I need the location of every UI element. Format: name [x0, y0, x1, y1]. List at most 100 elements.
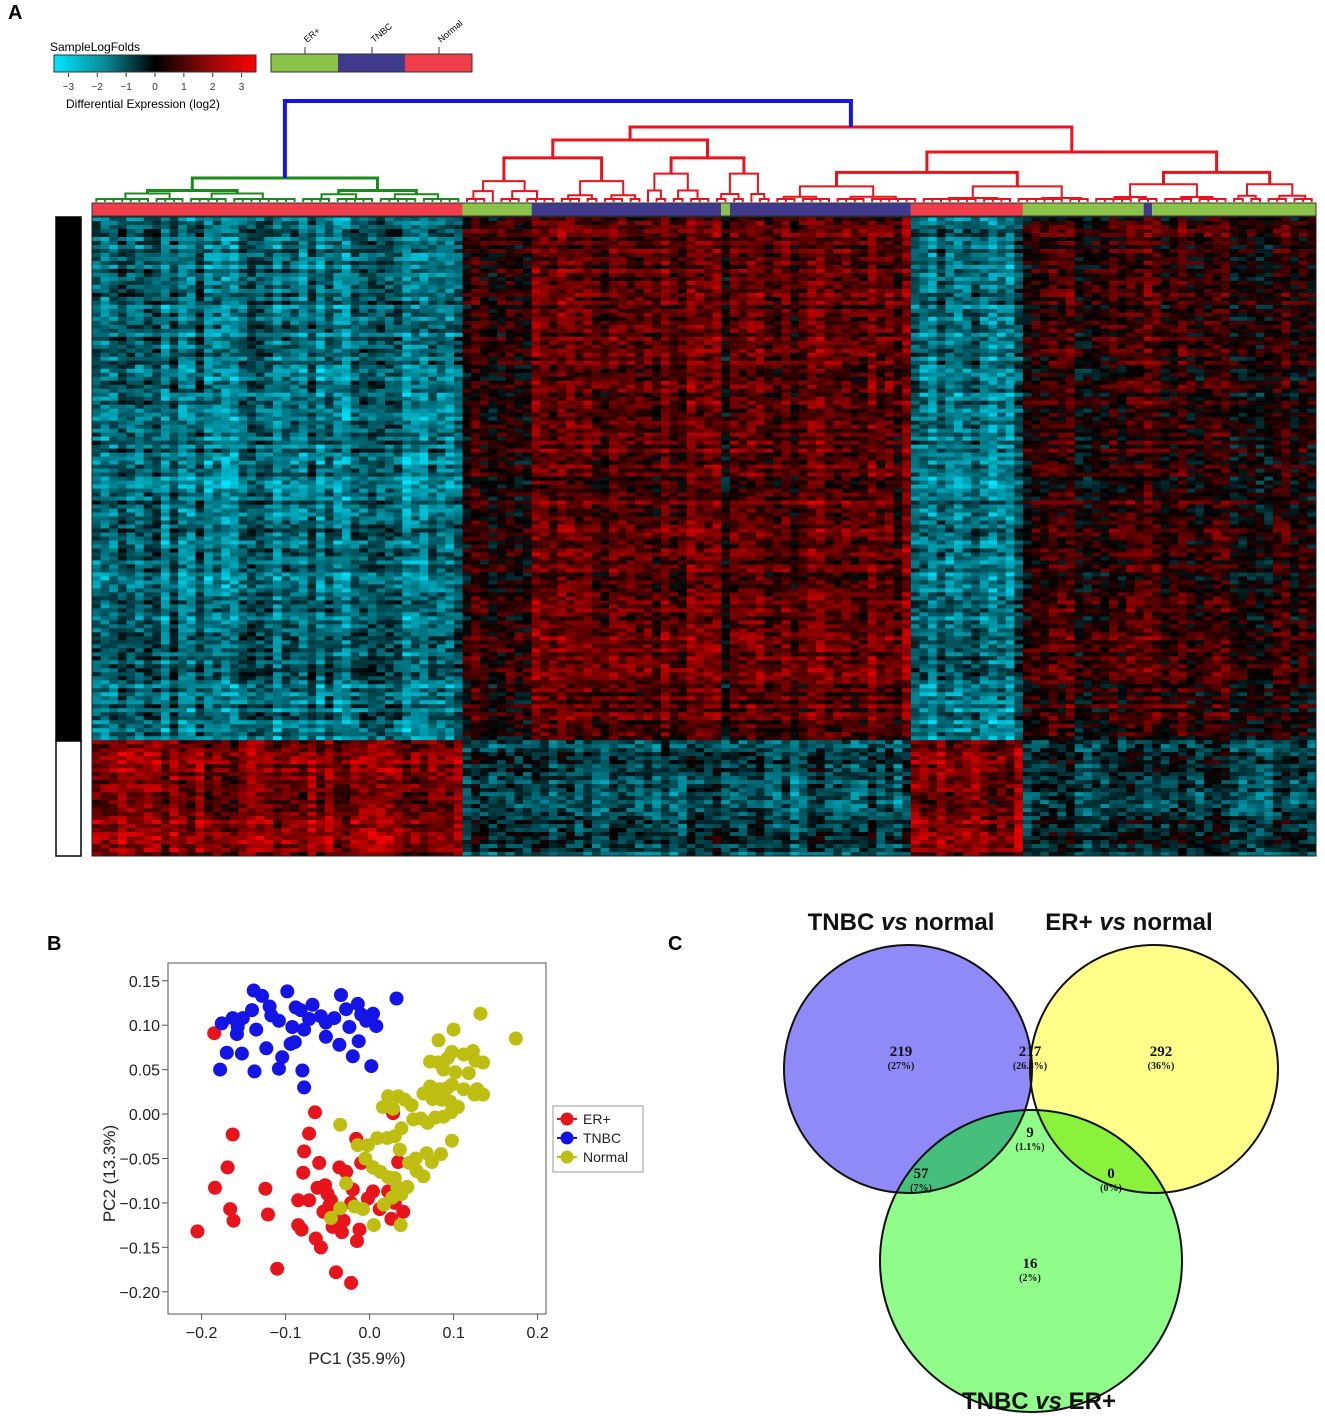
pca-point [271, 1013, 286, 1028]
dendrogram-branch [1074, 198, 1089, 202]
heatmap-legend: SampleLogFolds −3 −2 −1 0 1 2 3 Differential E… [50, 40, 257, 111]
pca-point [297, 1022, 312, 1037]
dendrogram-branch [1272, 198, 1287, 202]
pca-point [246, 983, 261, 998]
dendrogram-branch [653, 172, 689, 191]
dendrogram-branch [655, 198, 667, 202]
pca-point [295, 1063, 310, 1078]
venn-set-label-prefix: TNBC [962, 1388, 1035, 1415]
pca-point [391, 1089, 406, 1104]
pca-point [350, 1138, 365, 1153]
pca-point [392, 1142, 407, 1157]
pca-point [339, 1002, 354, 1017]
pca-point [380, 1131, 395, 1146]
pca-y-axis-label: PC2 (13.3%) [100, 1125, 119, 1222]
group-label: ER+ [302, 25, 322, 44]
pca-point [320, 1187, 335, 1201]
pca-point [508, 1031, 523, 1046]
dendrogram-branch [1162, 170, 1272, 185]
pca-point [431, 1033, 446, 1048]
dendrogram-branch [690, 198, 704, 202]
pca-point [249, 1022, 264, 1037]
dendrogram-branch [798, 185, 875, 197]
annotation-segment [721, 203, 730, 216]
pca-point [333, 1117, 348, 1132]
dendrogram-branch [947, 197, 999, 199]
sample-annotation-bar [91, 202, 1317, 217]
venn-set-label-suffix: normal [1126, 909, 1213, 936]
pca-point [270, 1261, 285, 1276]
sample-dendrogram [95, 99, 1313, 202]
legend-tick-label: 3 [239, 82, 245, 93]
legend-tick-label: −2 [92, 82, 104, 93]
pca-point [393, 1218, 408, 1233]
pca-point [473, 1006, 488, 1021]
pca-y-tick-label: 0.15 [129, 974, 160, 991]
pca-legend-label: Normal [583, 1149, 628, 1165]
venn-region-percent: (27%) [888, 1061, 915, 1072]
pca-point [219, 1045, 234, 1060]
pca-point [302, 1193, 317, 1208]
pca-point [245, 1003, 259, 1018]
pca-point [366, 1184, 380, 1199]
dendrogram-branch [466, 198, 480, 202]
pca-point [287, 1035, 302, 1050]
pca-point [285, 1020, 300, 1034]
pca-point [362, 1011, 377, 1026]
pca-series-tnbc [213, 983, 404, 1095]
pca-point [293, 1003, 308, 1018]
pca-point [351, 1034, 366, 1049]
pca-point [446, 1022, 461, 1037]
venn-set-label: TNBC vs ER+ [962, 1388, 1116, 1415]
pca-point [345, 1049, 360, 1064]
panel-label-b: B [47, 933, 61, 956]
pca-point [364, 1059, 379, 1074]
annotation-segment [1152, 203, 1316, 216]
panel-label-c: C [668, 933, 682, 956]
pca-legend-marker [560, 1150, 574, 1164]
pca-point [308, 1231, 323, 1246]
venn-region-percent: (26.8%) [1013, 1061, 1047, 1072]
annotation-segment [910, 203, 1023, 216]
pca-x-tick-label: 0.1 [442, 1325, 464, 1342]
pca-y-tick-label: −0.05 [120, 1151, 161, 1168]
dendrogram-branch [1129, 183, 1198, 197]
pca-point [355, 1202, 370, 1217]
dendrogram-branch [586, 198, 598, 202]
gene-cluster-segment [55, 216, 82, 742]
gene-cluster-segment [55, 740, 82, 857]
dendrogram-branch [672, 198, 684, 202]
pca-point [275, 1050, 290, 1065]
dendrogram-branch [502, 156, 604, 182]
dendrogram-branch [971, 185, 1063, 198]
pca-point [339, 1164, 354, 1179]
pca-point [261, 1207, 275, 1222]
venn-set-label: ER+ vs normal [1045, 909, 1212, 936]
pca-point [229, 1027, 244, 1042]
pca-point [297, 1144, 312, 1159]
dendrogram-root [282, 99, 853, 178]
pca-point [400, 1179, 415, 1194]
pca-point [297, 1080, 312, 1095]
venn-set-label-prefix: TNBC [808, 909, 881, 936]
group-swatch-normal [405, 54, 472, 72]
venn-region-count: 0 [1107, 1166, 1115, 1182]
pca-point [305, 997, 320, 1012]
pca-point [366, 1218, 381, 1233]
pca-point [350, 996, 365, 1011]
venn-region-count: 9 [1026, 1125, 1034, 1141]
pca-point [339, 1176, 354, 1191]
dendrogram-branch [776, 198, 791, 202]
dendrogram-branch [1246, 183, 1294, 196]
pca-legend-label: TNBC [583, 1130, 621, 1146]
pca-point [271, 1061, 286, 1076]
gene-cluster-bar [55, 216, 82, 857]
dendrogram-branch [482, 180, 526, 192]
pca-point [476, 1055, 490, 1070]
pca-point [258, 1181, 273, 1196]
dendrogram-branch [629, 198, 641, 202]
annotation-segment [92, 203, 463, 216]
pca-point [291, 1218, 306, 1233]
annotation-segment [462, 203, 532, 216]
